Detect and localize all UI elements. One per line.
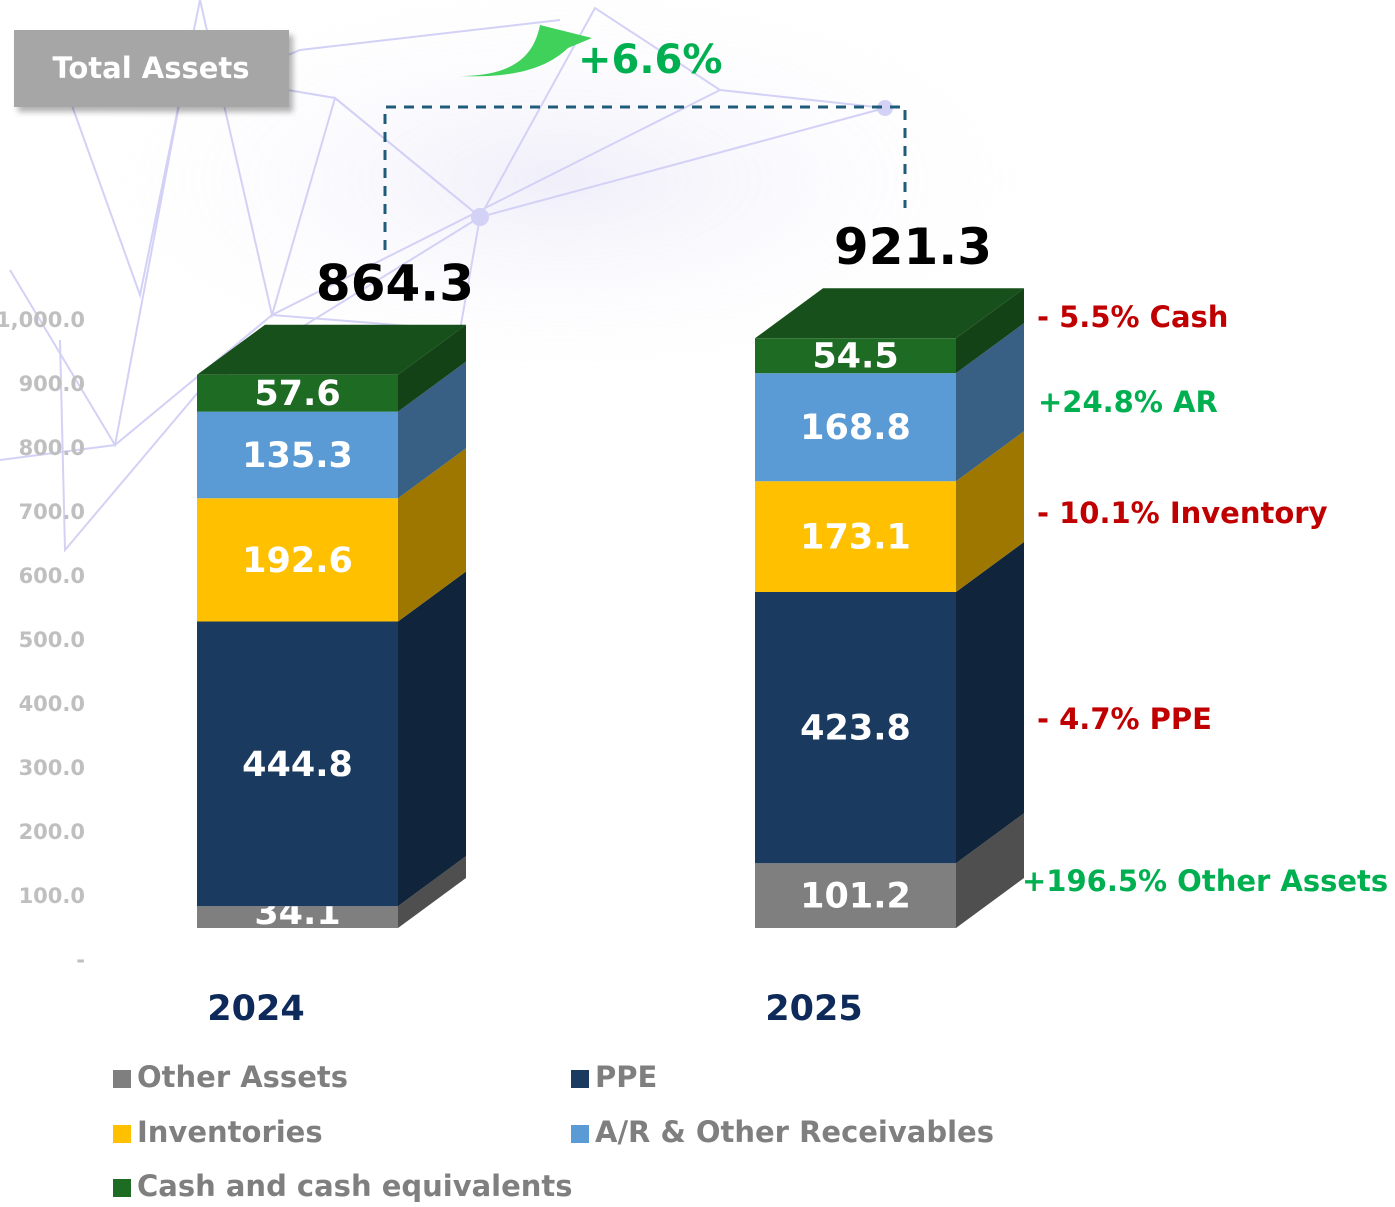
y-tick-label: 1,000.0 xyxy=(0,308,85,332)
y-tick-label: 200.0 xyxy=(19,820,85,844)
y-tick-label: 400.0 xyxy=(19,692,85,716)
y-tick-label: 700.0 xyxy=(19,500,85,524)
change-annotation: +196.5% Other Assets xyxy=(1022,864,1388,898)
bar-side xyxy=(398,572,466,907)
legend-label: Inventories xyxy=(137,1115,323,1149)
legend-label: Other Assets xyxy=(137,1060,348,1094)
legend-label: PPE xyxy=(595,1060,657,1094)
y-tick-label: - xyxy=(76,948,85,972)
segment-label: 135.3 xyxy=(242,436,353,476)
y-tick-label: 600.0 xyxy=(19,564,85,588)
segment-label: 57.6 xyxy=(254,374,340,414)
x-tick-label: 2025 xyxy=(765,989,862,1029)
legend-label: Cash and cash equivalents xyxy=(137,1169,573,1203)
segment-label: 173.1 xyxy=(800,518,911,558)
chart: Total Assets +6.6% - 100.0 200.0 300.0 400.0… xyxy=(0,0,1395,1207)
chart-title: Total Assets xyxy=(52,51,249,85)
x-tick-label: 2024 xyxy=(207,989,304,1029)
legend-marker xyxy=(571,1070,589,1088)
change-annotation: +24.8% AR xyxy=(1038,385,1218,419)
bar-segment xyxy=(197,572,466,907)
y-tick-label: 500.0 xyxy=(19,628,85,652)
bar-side xyxy=(956,542,1024,863)
y-tick-label: 800.0 xyxy=(19,436,85,460)
title-box: Total Assets xyxy=(14,30,289,107)
segment-label: 54.5 xyxy=(812,337,898,377)
y-tick-label: 900.0 xyxy=(19,372,85,396)
change-annotation: - 10.1% Inventory xyxy=(1037,496,1328,530)
legend-label: A/R & Other Receivables xyxy=(595,1115,994,1149)
legend-marker xyxy=(113,1070,131,1088)
total-label: 864.3 xyxy=(316,254,474,312)
segment-label: 101.2 xyxy=(800,877,911,917)
segment-label: 444.8 xyxy=(242,745,353,785)
change-annotation: - 5.5% Cash xyxy=(1037,300,1228,334)
total-label: 921.3 xyxy=(834,218,992,276)
y-tick-label: 100.0 xyxy=(19,884,85,908)
legend-marker xyxy=(113,1179,131,1197)
segment-label: 168.8 xyxy=(800,408,911,448)
legend-marker xyxy=(113,1125,131,1143)
segment-label: 192.6 xyxy=(242,541,353,581)
y-tick-label: 300.0 xyxy=(19,756,85,780)
change-label: +6.6% xyxy=(578,37,722,83)
change-annotation: - 4.7% PPE xyxy=(1037,702,1212,736)
legend-marker xyxy=(571,1125,589,1143)
segment-label: 423.8 xyxy=(800,709,911,749)
